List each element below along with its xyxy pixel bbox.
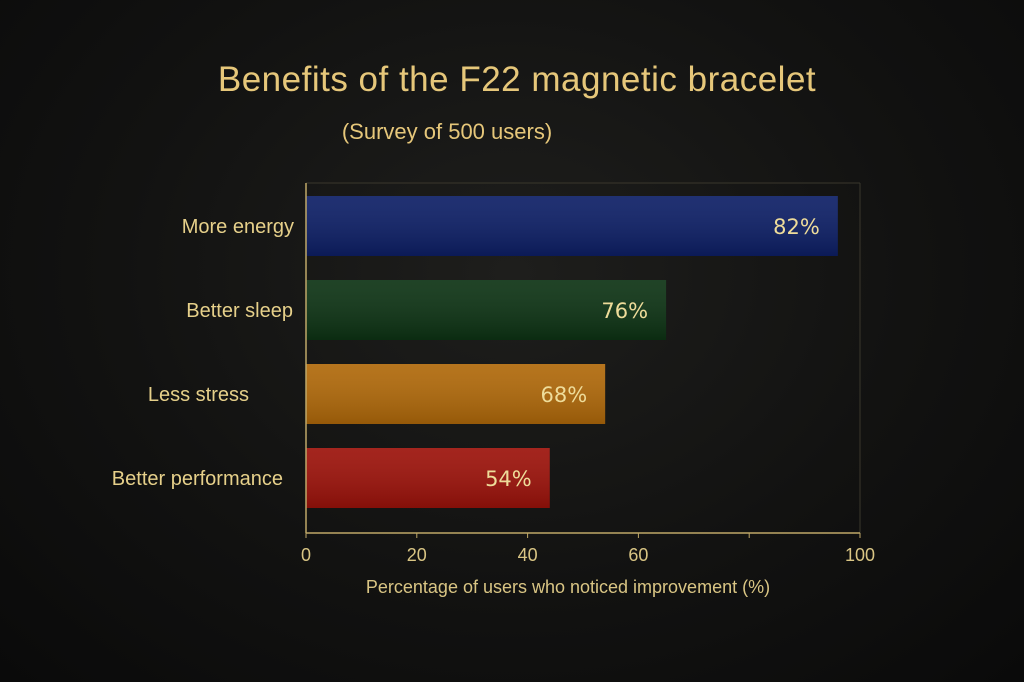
value-label: 68% [540, 383, 587, 407]
x-tick-label: 20 [407, 545, 427, 565]
category-label: More energy [182, 216, 294, 238]
category-label: Better sleep [186, 300, 293, 322]
value-label: 54% [485, 467, 532, 491]
bar-shade [306, 448, 550, 508]
chart-title: Benefits of the F22 magnetic bracelet [217, 60, 817, 99]
bar-shade [306, 364, 606, 424]
x-tick-label: 0 [301, 545, 311, 565]
value-label: 82% [773, 215, 820, 239]
x-axis-title: Percentage of users who noticed improvem… [366, 577, 770, 597]
value-label: 76% [601, 299, 648, 323]
x-tick-label: 40 [518, 545, 538, 565]
bar-shade [306, 196, 838, 256]
chart-subtitle: (Survey of 500 users) [341, 119, 553, 144]
bar-shade [306, 280, 667, 340]
category-label: Better performance [112, 468, 283, 490]
x-tick-label: 100 [845, 545, 875, 565]
category-label: Less stress [148, 384, 249, 406]
x-tick-label: 60 [628, 545, 648, 565]
